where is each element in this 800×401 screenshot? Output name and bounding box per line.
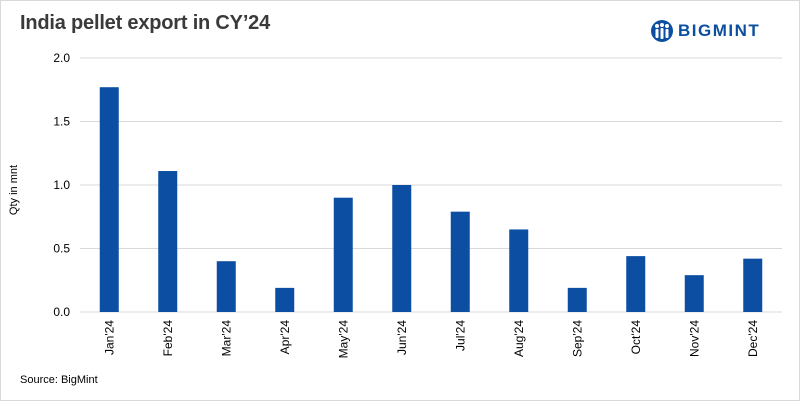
bars xyxy=(99,87,763,313)
y-tick-label: 1.5 xyxy=(53,115,70,129)
x-tick-label: Dec'24 xyxy=(746,320,760,357)
x-tick-label: Jul'24 xyxy=(453,320,467,351)
x-tick-label: May'24 xyxy=(336,320,350,359)
y-tick-label: 1.0 xyxy=(53,178,70,192)
source-note: Source: BigMint xyxy=(20,374,98,386)
bar-7 xyxy=(509,229,529,312)
x-tick-label: Jun'24 xyxy=(395,320,409,355)
brand-logo: BIGMINT xyxy=(650,18,760,44)
x-tick-label: Feb'24 xyxy=(161,320,175,357)
y-tick-label: 2.0 xyxy=(53,51,70,65)
bar-1 xyxy=(158,171,178,312)
x-tick-label: Jan'24 xyxy=(102,320,116,355)
y-tick-labels: 0.0 0.5 1.0 1.5 2.0 xyxy=(53,51,70,319)
x-tick-label: Aug'24 xyxy=(512,320,526,357)
bar-4 xyxy=(333,197,353,312)
bar-10 xyxy=(684,275,704,312)
bar-2 xyxy=(216,261,236,312)
x-tick-labels: Jan'24 Feb'24 Mar'24 Apr'24 May'24 Jun'24 Jul'… xyxy=(102,320,760,359)
x-tick-label: Nov'24 xyxy=(687,320,701,357)
bar-3 xyxy=(275,287,295,312)
bar-9 xyxy=(626,256,646,312)
x-tick-label: Oct'24 xyxy=(629,320,643,355)
bar-0 xyxy=(99,87,119,313)
gridlines xyxy=(80,57,782,313)
bar-11 xyxy=(743,258,763,312)
brand-name: BIGMINT xyxy=(678,21,761,40)
x-tick-label: Mar'24 xyxy=(219,320,233,357)
x-tick-label: Sep'24 xyxy=(570,320,584,357)
y-tick-label: 0.0 xyxy=(53,305,70,319)
x-tick-label: Apr'24 xyxy=(278,320,292,355)
bar-5 xyxy=(392,185,412,312)
chart-title: India pellet export in CY’24 xyxy=(20,12,271,34)
bigmint-people-logo-icon xyxy=(651,20,673,42)
y-tick-label: 0.5 xyxy=(53,242,70,256)
bar-6 xyxy=(450,211,470,312)
bar-8 xyxy=(567,287,587,312)
